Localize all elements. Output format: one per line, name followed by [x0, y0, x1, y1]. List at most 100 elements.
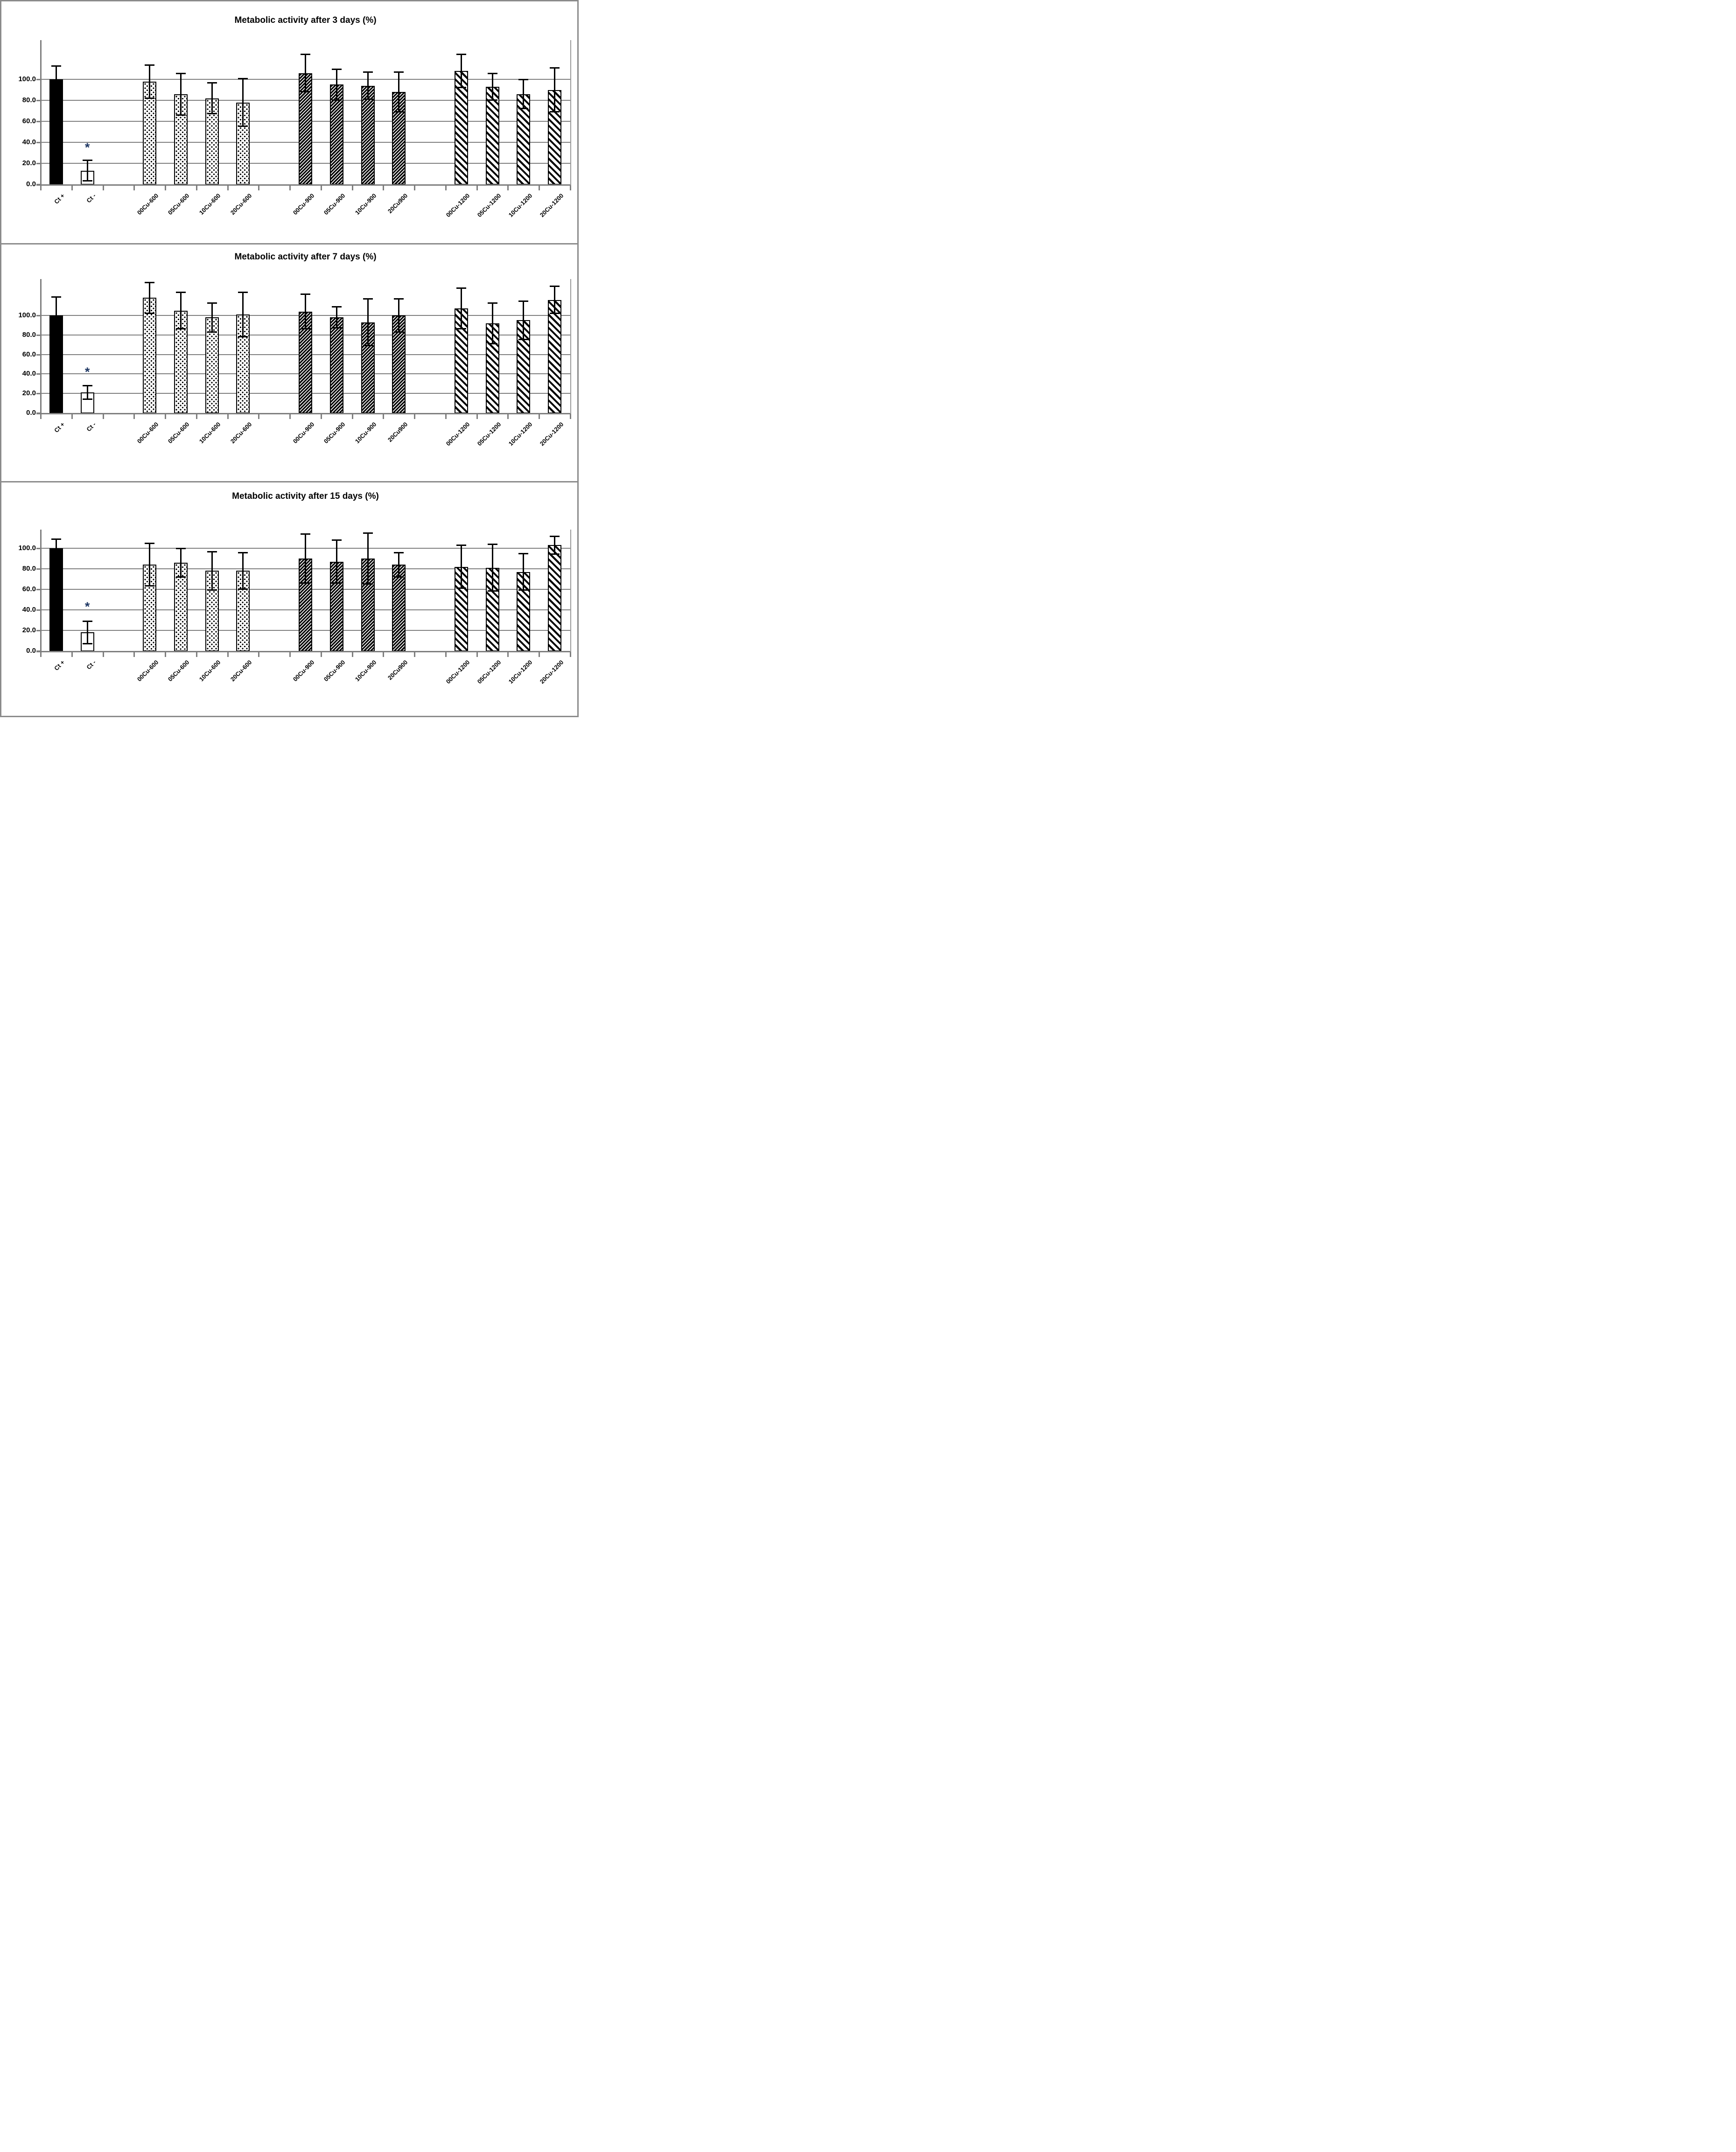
x-axis-tick: [351, 652, 353, 657]
bar-05Cu-600: [174, 562, 188, 651]
significance-asterisk: *: [84, 600, 90, 614]
error-bar-line: [336, 307, 337, 328]
error-bar-cap-bottom: [518, 589, 529, 591]
x-axis-tick: [320, 185, 322, 190]
y-axis-tick-label: 80.0: [22, 330, 36, 339]
error-bar-cap-bottom: [145, 585, 155, 587]
error-bar-cap-top: [301, 293, 310, 295]
error-bar-cap-top: [394, 71, 404, 73]
error-bar-cap-bottom: [550, 111, 560, 112]
error-bar-cap-top: [207, 302, 217, 304]
x-axis-tick: [227, 414, 229, 419]
error-bar-line: [86, 160, 88, 182]
y-axis-tick-label: 0.0: [26, 647, 36, 655]
chart-title-3-days: Metabolic activity after 3 days (%): [234, 15, 377, 25]
x-axis-line: [36, 184, 570, 186]
x-axis-tick: [40, 185, 42, 190]
error-bar-cap-bottom: [51, 556, 61, 558]
y-axis-tick: [36, 609, 41, 611]
x-axis-tick: [320, 414, 322, 419]
error-bar-cap-top: [487, 302, 497, 304]
error-bar-cap-bottom: [487, 590, 497, 592]
error-bar-cap-top: [82, 621, 92, 622]
error-bar-cap-bottom: [301, 582, 310, 584]
x-axis-tick: [507, 414, 509, 419]
y-axis-line: [40, 530, 42, 652]
error-bar-line: [305, 534, 306, 583]
x-axis-tick: [102, 414, 104, 419]
error-bar-cap-top: [487, 544, 497, 545]
x-axis-tick: [71, 652, 73, 657]
bar-05Cu-900: [329, 84, 343, 185]
y-axis-tick-label: 100.0: [18, 311, 36, 319]
error-bar-cap-bottom: [175, 328, 186, 330]
error-bar-cap-top: [487, 72, 497, 74]
y-axis-tick-label: 40.0: [22, 370, 36, 378]
y-axis-tick-label: 60.0: [22, 350, 36, 358]
bar-10Cu-900: [361, 559, 375, 651]
y-axis-tick: [36, 79, 41, 80]
error-bar-cap-top: [238, 77, 248, 79]
y-axis-tick-label: 60.0: [22, 585, 36, 593]
error-bar-cap-top: [456, 545, 466, 546]
y-axis-tick-label: 60.0: [22, 117, 36, 125]
error-bar-line: [211, 82, 213, 114]
error-bar-line: [554, 286, 556, 314]
x-axis-tick: [102, 652, 104, 657]
error-bar-cap-top: [301, 54, 310, 55]
error-bar-cap-top: [363, 71, 373, 73]
y-axis-tick: [36, 142, 41, 143]
error-bar-cap-top: [456, 54, 466, 55]
x-axis-tick: [71, 185, 73, 190]
x-axis-tick: [71, 414, 73, 419]
bar-20Cu-1200: [548, 545, 562, 651]
error-bar-cap-bottom: [394, 111, 404, 112]
error-bar-line: [242, 552, 244, 589]
error-bar-line: [211, 302, 213, 332]
error-bar-cap-bottom: [456, 328, 466, 330]
x-axis-tick: [507, 652, 509, 657]
error-bar-cap-top: [175, 72, 186, 74]
x-axis-tick: [476, 652, 478, 657]
y-axis-tick-label: 0.0: [26, 409, 36, 417]
bar-20Cu-1200: [548, 300, 562, 413]
y-axis-tick: [36, 334, 41, 336]
error-bar-cap-top: [145, 543, 155, 544]
bar-05Cu-600: [174, 94, 188, 185]
x-axis-tick: [133, 185, 135, 190]
error-bar-line: [554, 68, 556, 112]
panel-divider: [1, 481, 577, 482]
error-bar-cap-top: [331, 306, 342, 308]
error-bar-line: [180, 73, 182, 115]
error-bar-cap-bottom: [207, 589, 217, 591]
error-bar-line: [491, 302, 493, 344]
x-axis-tick: [539, 414, 540, 419]
x-axis-tick: [227, 185, 229, 190]
error-bar-cap-top: [207, 551, 217, 552]
x-axis-tick: [570, 185, 571, 190]
error-bar-line: [242, 78, 244, 127]
error-bar-line: [149, 543, 151, 587]
y-axis-tick: [36, 163, 41, 164]
x-axis-tick: [383, 652, 385, 657]
error-bar-line: [242, 292, 244, 337]
error-bar-cap-top: [363, 532, 373, 534]
error-bar-line: [305, 294, 306, 329]
x-axis-tick: [445, 652, 447, 657]
error-bar-line: [398, 552, 400, 577]
error-bar-line: [149, 282, 151, 314]
error-bar-line: [460, 545, 462, 588]
error-bar-cap-top: [82, 385, 92, 387]
error-bar-line: [305, 54, 306, 92]
plot-right-border: [570, 530, 571, 652]
error-bar-cap-top: [331, 539, 342, 541]
error-bar-cap-bottom: [363, 344, 373, 346]
error-bar-cap-bottom: [145, 312, 155, 314]
error-bar-cap-top: [550, 286, 560, 287]
x-axis-tick: [165, 185, 167, 190]
error-bar-cap-top: [145, 64, 155, 66]
x-axis-tick: [196, 414, 197, 419]
error-bar-cap-top: [51, 538, 61, 540]
error-bar-cap-top: [301, 533, 310, 535]
x-axis-tick: [196, 185, 197, 190]
